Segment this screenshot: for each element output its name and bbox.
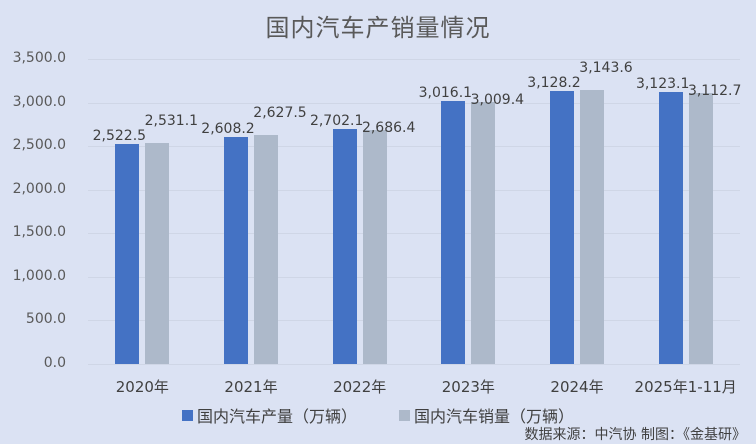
value-label-sales: 2,686.4 [361, 119, 416, 136]
x-tick-label: 2021年 [224, 378, 278, 396]
bar-production [658, 91, 683, 364]
plot-area [88, 59, 740, 365]
x-tick-label: 2020年 [115, 378, 169, 396]
y-tick-label: 0.0 [43, 355, 66, 371]
y-tick-label: 2,500.0 [12, 137, 66, 154]
y-tick-label: 1,500.0 [12, 224, 66, 241]
gridline [88, 233, 740, 235]
y-tick-label: 500.0 [25, 311, 66, 328]
bar-sales [580, 90, 604, 364]
x-tick-label: 2025年1-11月 [634, 378, 737, 396]
value-label-production: 2,702.1 [309, 112, 364, 129]
gridline [88, 146, 740, 148]
y-tick-label: 1,000.0 [12, 267, 66, 284]
bar-production [332, 128, 357, 364]
bar-production [115, 144, 140, 364]
value-label-production: 3,128.2 [527, 75, 581, 92]
bar-sales [688, 92, 713, 364]
legend-swatch-production [181, 409, 193, 421]
bar-sales [145, 143, 170, 364]
value-label-production: 2,522.5 [92, 128, 147, 145]
bar-sales [254, 135, 278, 364]
legend-swatch-sales [399, 409, 410, 421]
gridline [88, 59, 740, 60]
y-tick-label: 2,000.0 [12, 180, 66, 197]
legend-label-production: 国内汽车产量（万辆） [196, 407, 357, 426]
x-tick-label: 2022年 [333, 378, 387, 396]
gridline [88, 364, 740, 365]
chart-title: 国内汽车产销量情况 [265, 14, 491, 42]
value-label-production: 2,608.2 [201, 120, 255, 137]
value-label-sales: 2,627.5 [253, 105, 307, 122]
value-label-sales: 3,009.4 [470, 91, 525, 108]
bar-sales [362, 129, 387, 364]
value-label-sales: 2,531.1 [144, 113, 199, 130]
legend-item-production: 国内汽车产量（万辆） [181, 403, 357, 427]
gridline [88, 320, 740, 322]
bar-production [224, 136, 248, 364]
gridline [88, 189, 740, 191]
value-label-sales: 3,143.6 [579, 60, 633, 77]
x-tick-label: 2024年 [550, 378, 604, 396]
bar-sales [471, 101, 496, 364]
x-tick-label: 2023年 [441, 378, 495, 396]
legend: 国内汽车产量（万辆） 国内汽车销量（万辆） [0, 403, 756, 427]
value-label-production: 3,016.1 [418, 85, 473, 102]
source-note: 数据来源：中汽协 制图：《金基研》 [524, 427, 746, 443]
gridline [88, 102, 740, 104]
value-label-production: 3,123.1 [635, 75, 690, 92]
bar-production [441, 101, 466, 364]
y-tick-label: 3,000.0 [12, 93, 66, 110]
y-tick-label: 3,500.0 [12, 50, 66, 66]
gridline [88, 276, 740, 278]
legend-label-sales: 国内汽车销量（万辆） [414, 407, 575, 426]
value-label-sales: 3,112.7 [687, 82, 742, 99]
bar-production [550, 91, 574, 364]
legend-item-sales: 国内汽车销量（万辆） [399, 403, 574, 427]
